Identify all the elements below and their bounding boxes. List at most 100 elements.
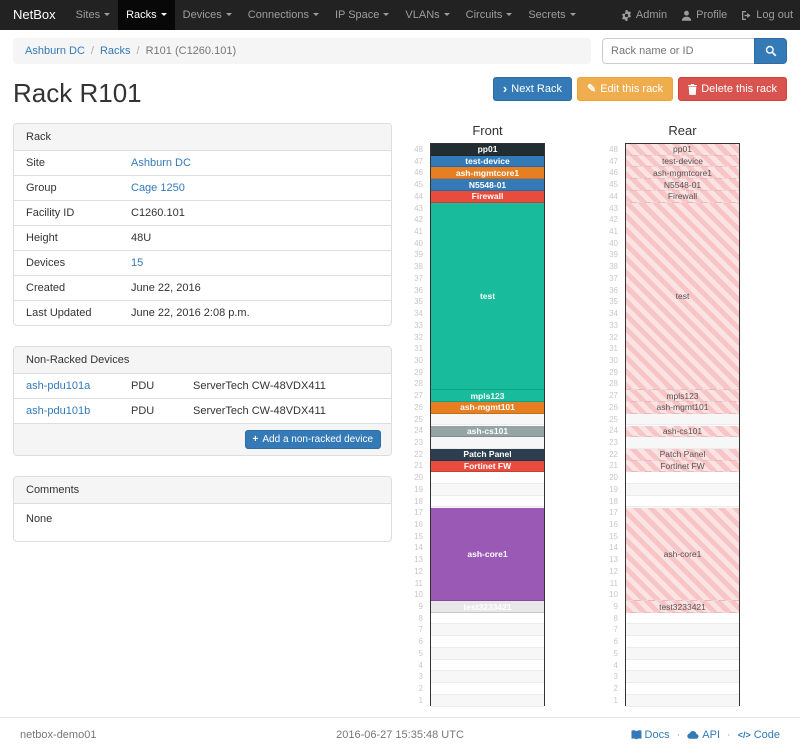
breadcrumb-item-ashburn-dc[interactable]: Ashburn DC xyxy=(25,45,85,57)
gear-icon xyxy=(621,9,632,21)
page-title: Rack R101 xyxy=(13,78,142,108)
logout-icon xyxy=(741,10,752,21)
device-front-ash-cs101[interactable]: ash-cs101 xyxy=(431,425,544,438)
unit-number: 26 xyxy=(609,402,618,412)
unit-number: 7 xyxy=(418,625,423,635)
attr-value: June 22, 2016 xyxy=(131,282,201,294)
unit-number: 27 xyxy=(414,391,423,401)
device-rear-pp01[interactable]: pp01 xyxy=(626,144,739,156)
unit-number: 9 xyxy=(613,602,618,612)
footer-link-code[interactable]: </> Code xyxy=(738,729,780,741)
unit-number: 7 xyxy=(613,625,618,635)
device-front-test3233421[interactable]: test3233421 xyxy=(431,601,544,614)
device-front-fortinet-fw[interactable]: Fortinet FW xyxy=(431,460,544,473)
rack-rear-numbers: 48 47 46 45 44 43 42 41 40 39 38 37 36 35 34 33 32 31 30 29… xyxy=(601,144,621,707)
unit-number: 42 xyxy=(414,215,423,225)
rack-unit xyxy=(431,413,544,426)
unit-number: 12 xyxy=(414,566,423,576)
unit-number: 22 xyxy=(609,449,618,459)
attr-value-link[interactable]: Ashburn DC xyxy=(131,157,191,169)
attr-label: Facility ID xyxy=(26,207,75,219)
device-front-ash-mgmt101[interactable]: ash-mgmt101 xyxy=(431,402,544,414)
admin-link[interactable]: Admin xyxy=(614,0,674,30)
attr-value: C1260.101 xyxy=(131,207,185,219)
profile-link[interactable]: Profile xyxy=(674,0,734,30)
device-rear-test-device[interactable]: test-device xyxy=(626,155,739,168)
device-rear-test3233421[interactable]: test3233421 xyxy=(626,601,739,614)
nav-item-connections[interactable]: Connections xyxy=(240,0,327,30)
device-front-test[interactable]: test xyxy=(431,202,544,391)
device-front-firewall[interactable]: Firewall xyxy=(431,190,544,203)
unit-number: 11 xyxy=(609,578,618,588)
device-rear-ash-cs101[interactable]: ash-cs101 xyxy=(626,425,739,438)
nav-item-label: Sites xyxy=(75,9,101,21)
table-row: ash-pdu101a PDU ServerTech CW-48VDX411 xyxy=(14,374,391,398)
device-rear-ash-mgmt101[interactable]: ash-mgmt101 xyxy=(626,402,739,414)
rack-panel-title: Rack xyxy=(14,124,391,151)
rack-unit xyxy=(626,694,739,707)
device-front-n5548-01[interactable]: N5548-01 xyxy=(431,179,544,191)
unit-number: 38 xyxy=(609,262,618,272)
rack-search xyxy=(602,38,787,64)
footer-link-label: Code xyxy=(753,729,780,741)
nav-item-vlans[interactable]: VLANs xyxy=(397,0,457,30)
rack-unit xyxy=(431,636,544,648)
device-rear-mpls123[interactable]: mpls123 xyxy=(626,390,739,403)
nav-item-label: IP Space xyxy=(334,9,380,21)
device-rear-fortinet-fw[interactable]: Fortinet FW xyxy=(626,460,739,473)
nav-item-label: Secrets xyxy=(528,9,566,21)
rack-unit xyxy=(626,472,739,484)
add-nonracked-label: Add a non-racked device xyxy=(262,434,373,445)
attr-value-link[interactable]: 15 xyxy=(131,257,144,269)
unit-number: 2 xyxy=(613,684,618,694)
footer-hostname: netbox-demo01 xyxy=(20,729,97,741)
device-rear-n5548-01[interactable]: N5548-01 xyxy=(626,179,739,191)
device-front-test-device[interactable]: test-device xyxy=(431,155,544,168)
device-front-ash-mgmtcore1[interactable]: ash-mgmtcore1 xyxy=(431,167,544,180)
device-rear-ash-mgmtcore1[interactable]: ash-mgmtcore1 xyxy=(626,167,739,180)
device-rear-firewall[interactable]: Firewall xyxy=(626,190,739,203)
title-row: › Next Rack ✎ Edit this rack Delete this… xyxy=(0,64,800,123)
nav-item-circuits[interactable]: Circuits xyxy=(458,0,521,30)
device-front-ash-core1[interactable]: ash-core1 xyxy=(431,507,544,602)
rack-unit xyxy=(626,496,739,508)
device-link-ash-pdu101b[interactable]: ash-pdu101b xyxy=(26,405,91,417)
nav-item-racks[interactable]: Racks xyxy=(118,0,175,30)
footer: netbox-demo01 2016-06-27 15:35:48 UTC Do… xyxy=(0,717,800,753)
app-logo[interactable]: NetBox xyxy=(13,7,56,22)
footer-link-docs[interactable]: Docs xyxy=(631,729,670,741)
unit-number: 48 xyxy=(609,145,618,154)
nav-item-ip-space[interactable]: IP Space xyxy=(327,0,397,30)
search-button[interactable] xyxy=(754,38,787,64)
footer-separator: · xyxy=(676,729,681,741)
next-rack-button[interactable]: › Next Rack xyxy=(492,77,572,102)
nav-item-devices[interactable]: Devices xyxy=(175,0,240,30)
unit-number: 21 xyxy=(414,461,423,471)
delete-rack-button[interactable]: Delete this rack xyxy=(678,77,787,102)
rack-unit xyxy=(431,472,544,484)
unit-number: 39 xyxy=(414,250,423,260)
device-rear-patch-panel[interactable]: Patch Panel xyxy=(626,448,739,461)
device-rear-test[interactable]: test xyxy=(626,202,739,391)
rack-rear-body: pp01 test-device ash-mgmtcore1 N5548-01 Fire… xyxy=(625,143,740,707)
footer-link-label: API xyxy=(702,729,721,741)
breadcrumb-separator: / xyxy=(90,45,94,57)
unit-number: 16 xyxy=(414,520,423,529)
edit-rack-button[interactable]: ✎ Edit this rack xyxy=(577,77,674,102)
nav-item-secrets[interactable]: Secrets xyxy=(520,0,583,30)
nav-item-sites[interactable]: Sites xyxy=(68,0,118,30)
logout-link[interactable]: Log out xyxy=(734,0,800,30)
device-front-mpls123[interactable]: mpls123 xyxy=(431,390,544,403)
plus-icon: + xyxy=(252,434,259,445)
device-front-patch-panel[interactable]: Patch Panel xyxy=(431,448,544,461)
add-nonracked-device-button[interactable]: + Add a non-racked device xyxy=(244,430,381,449)
unit-number: 31 xyxy=(414,344,423,354)
device-front-pp01[interactable]: pp01 xyxy=(431,144,544,156)
attr-value-link[interactable]: Cage 1250 xyxy=(131,182,185,194)
breadcrumb-item-racks[interactable]: Racks xyxy=(99,45,131,57)
search-input[interactable] xyxy=(602,38,754,64)
table-row: Site Ashburn DC xyxy=(14,151,391,175)
device-rear-ash-core1[interactable]: ash-core1 xyxy=(626,507,739,602)
device-link-ash-pdu101a[interactable]: ash-pdu101a xyxy=(26,380,91,392)
footer-link-api[interactable]: API xyxy=(687,729,720,741)
